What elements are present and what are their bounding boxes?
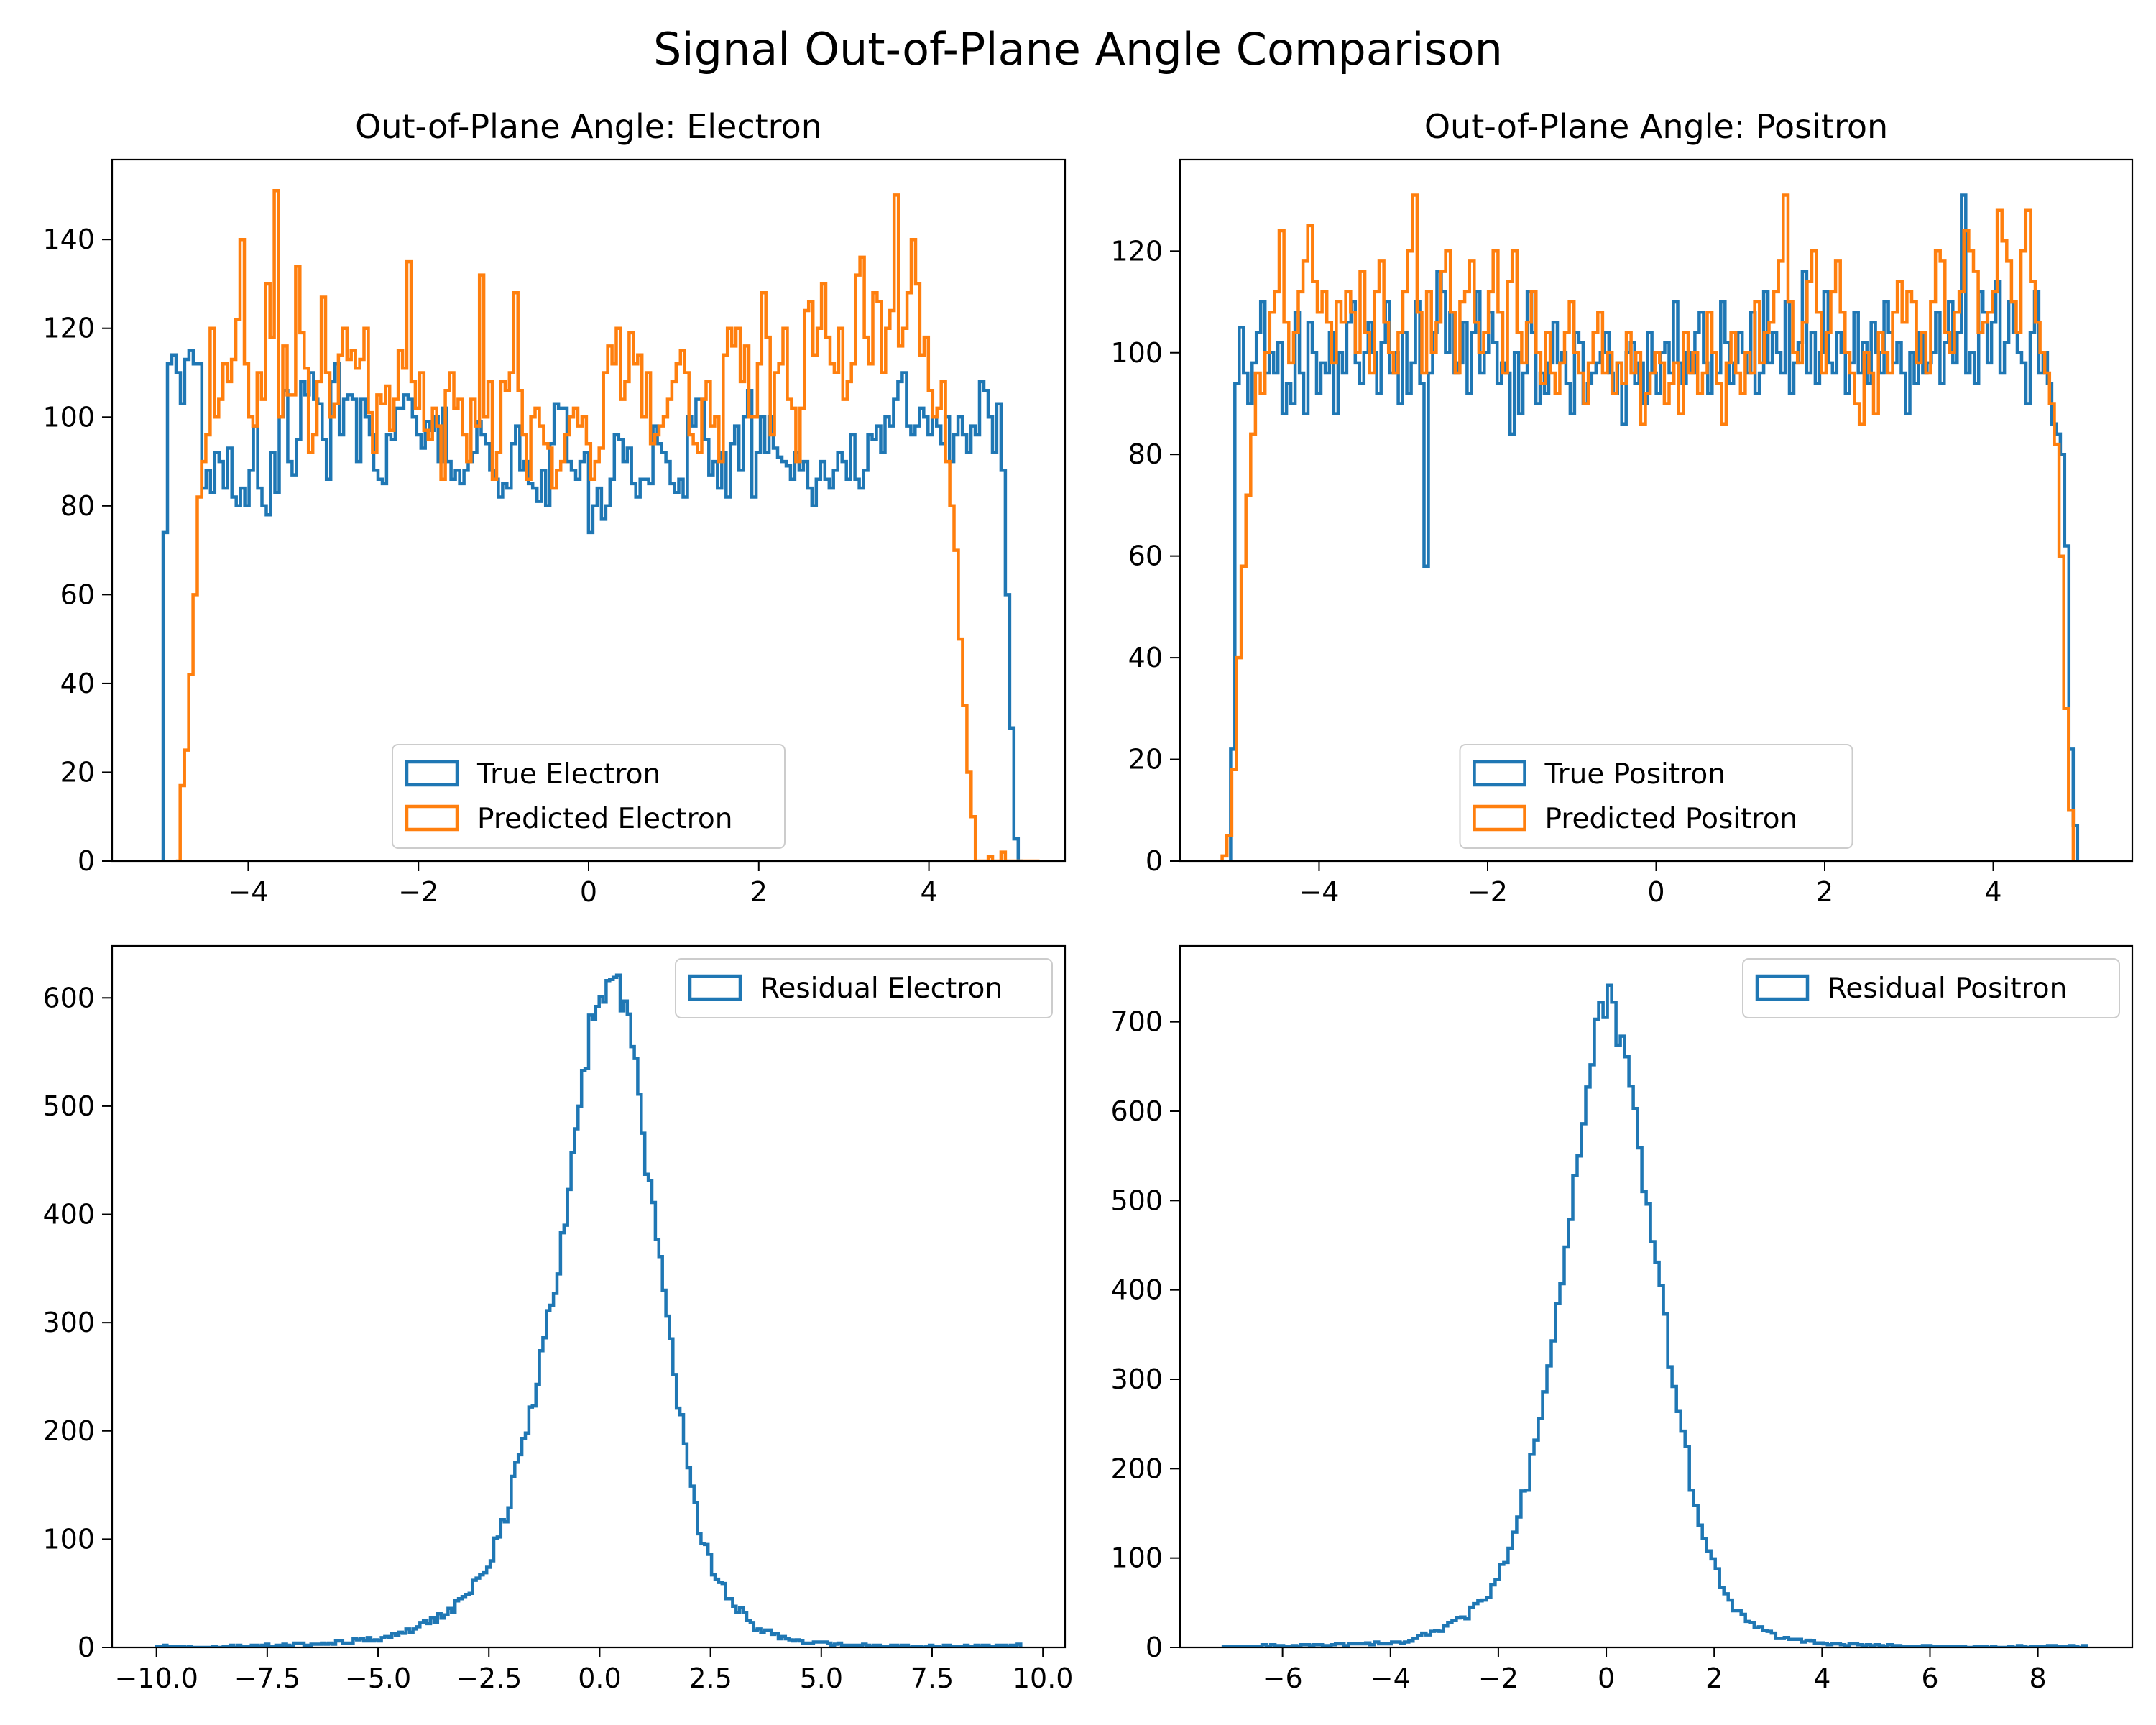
- y-tick-label: 500: [1110, 1184, 1163, 1216]
- y-tick-label: 120: [42, 313, 95, 344]
- x-tick-label: 10.0: [1013, 1662, 1074, 1694]
- y-tick-label: 100: [1110, 337, 1163, 369]
- y-tick-label: 80: [60, 490, 95, 522]
- y-tick-label: 80: [1128, 438, 1163, 470]
- legend-swatch: [1473, 804, 1526, 832]
- y-tick-label: 100: [42, 401, 95, 433]
- legend: True Positron Predicted Positron: [1459, 744, 1853, 849]
- x-tick-label: −5.0: [345, 1662, 411, 1694]
- panel-4: −6 −4 −2 0 2 4 6 8 0 100 200 300 400 500 600 700 Residua…: [1110, 944, 2134, 1694]
- x-tick-label: −2: [1478, 1662, 1519, 1694]
- x-tick-label: 0: [1598, 1662, 1615, 1694]
- legend-label: Residual Electron: [760, 972, 1003, 1005]
- y-tick-label: 600: [1110, 1095, 1163, 1127]
- legend-swatch: [405, 760, 459, 787]
- legend-label: Predicted Positron: [1545, 803, 1798, 835]
- legend-label: True Electron: [476, 758, 660, 791]
- y-tick-label: 40: [1128, 642, 1163, 673]
- legend: Residual Electron: [675, 958, 1053, 1018]
- y-tick-label: 100: [42, 1523, 95, 1555]
- x-tick-label: 4: [1813, 1662, 1830, 1694]
- x-tick-label: 8: [2030, 1662, 2047, 1694]
- y-tick-label: 140: [42, 224, 95, 255]
- legend-swatch: [1473, 760, 1526, 787]
- x-tick-label: 2.5: [688, 1662, 732, 1694]
- y-tick-label: 20: [1128, 744, 1163, 776]
- legend: True Electron Predicted Electron: [392, 744, 786, 849]
- y-tick-label: 40: [60, 668, 95, 699]
- y-tick-label: 500: [42, 1090, 95, 1122]
- y-tick-label: 60: [60, 579, 95, 610]
- x-tick-label: 5.0: [800, 1662, 843, 1694]
- series-predicted-positron: [1220, 193, 2076, 861]
- x-tick-label: 2: [1705, 1662, 1723, 1694]
- y-tick-label: 700: [1110, 1006, 1163, 1038]
- x-tick-label: 0.0: [578, 1662, 621, 1694]
- legend-swatch: [688, 974, 742, 1001]
- series-group: [155, 973, 1023, 1647]
- x-tick-label: −2: [1468, 876, 1508, 908]
- x-tick-label: 4: [1984, 876, 2001, 908]
- x-tick-label: 7.5: [911, 1662, 954, 1694]
- y-tick-label: 400: [42, 1199, 95, 1230]
- legend: Residual Positron: [1742, 958, 2120, 1018]
- figure-suptitle: Signal Out-of-Plane Angle Comparison: [653, 23, 1503, 75]
- y-tick-label: 400: [1110, 1274, 1163, 1306]
- x-tick-label: −4: [1370, 1662, 1411, 1694]
- series-group: [1221, 983, 2088, 1647]
- legend-box: [392, 744, 786, 849]
- y-tick-label: 0: [78, 1632, 95, 1663]
- x-tick-label: 2: [750, 876, 768, 908]
- series-residual-electron: [155, 973, 1023, 1647]
- x-tick-label: −2: [398, 876, 438, 908]
- x-tick-label: −4: [1299, 876, 1339, 908]
- y-tick-label: 200: [42, 1415, 95, 1447]
- panels: Out-of-Plane Angle: Electron−4 −2 0 2 402040…: [42, 107, 2134, 1694]
- legend-box: [1742, 958, 2120, 1018]
- axes-frame: [1179, 944, 2134, 1649]
- x-tick-label: 2: [1816, 876, 1833, 908]
- legend-label: Residual Positron: [1828, 972, 2067, 1005]
- y-tick-label: 300: [1110, 1363, 1163, 1395]
- y-tick-label: 200: [1110, 1453, 1163, 1484]
- panel-2: Out-of-Plane Angle: Positron−4 −2 0 2 402040…: [1110, 107, 2134, 908]
- y-tick-label: 0: [78, 845, 95, 877]
- legend-label: Predicted Electron: [477, 803, 732, 835]
- panel-title: Out-of-Plane Angle: Electron: [355, 107, 822, 146]
- x-tick-label: 0: [580, 876, 597, 908]
- legend-box: [675, 958, 1053, 1018]
- x-tick-label: 6: [1921, 1662, 1938, 1694]
- series-predicted-electron: [175, 188, 1040, 861]
- y-tick-label: 20: [60, 756, 95, 788]
- x-tick-label: −4: [228, 876, 268, 908]
- x-tick-label: −6: [1263, 1662, 1303, 1694]
- series-group: [161, 188, 1040, 861]
- y-tick-label: 0: [1146, 1632, 1163, 1663]
- series-true-electron: [161, 349, 1023, 861]
- x-tick-label: −7.5: [234, 1662, 300, 1694]
- x-tick-label: −2.5: [456, 1662, 522, 1694]
- y-tick-label: 300: [42, 1307, 95, 1338]
- series-residual-positron: [1221, 983, 2088, 1647]
- y-tick-label: 120: [1110, 235, 1163, 267]
- y-tick-label: 60: [1128, 540, 1163, 572]
- axes-frame: [111, 944, 1067, 1649]
- y-tick-label: 100: [1110, 1542, 1163, 1574]
- series-group: [1220, 193, 2080, 861]
- panel-1: Out-of-Plane Angle: Electron−4 −2 0 2 402040…: [42, 107, 1067, 908]
- y-tick-label: 600: [42, 982, 95, 1013]
- panel-3: −10.0 −7.5 −5.0 −2.5 0.0 2.5 5.0 7.5 10.0 0 100 200…: [42, 944, 1074, 1694]
- legend-swatch: [1755, 974, 1810, 1001]
- legend-label: True Positron: [1544, 758, 1726, 791]
- panel-title: Out-of-Plane Angle: Positron: [1424, 107, 1888, 146]
- x-tick-label: 4: [920, 876, 937, 908]
- x-tick-label: 0: [1647, 876, 1664, 908]
- legend-box: [1459, 744, 1853, 849]
- x-tick-label: −10.0: [114, 1662, 198, 1694]
- legend-swatch: [405, 804, 459, 832]
- y-tick-label: 0: [1146, 845, 1163, 877]
